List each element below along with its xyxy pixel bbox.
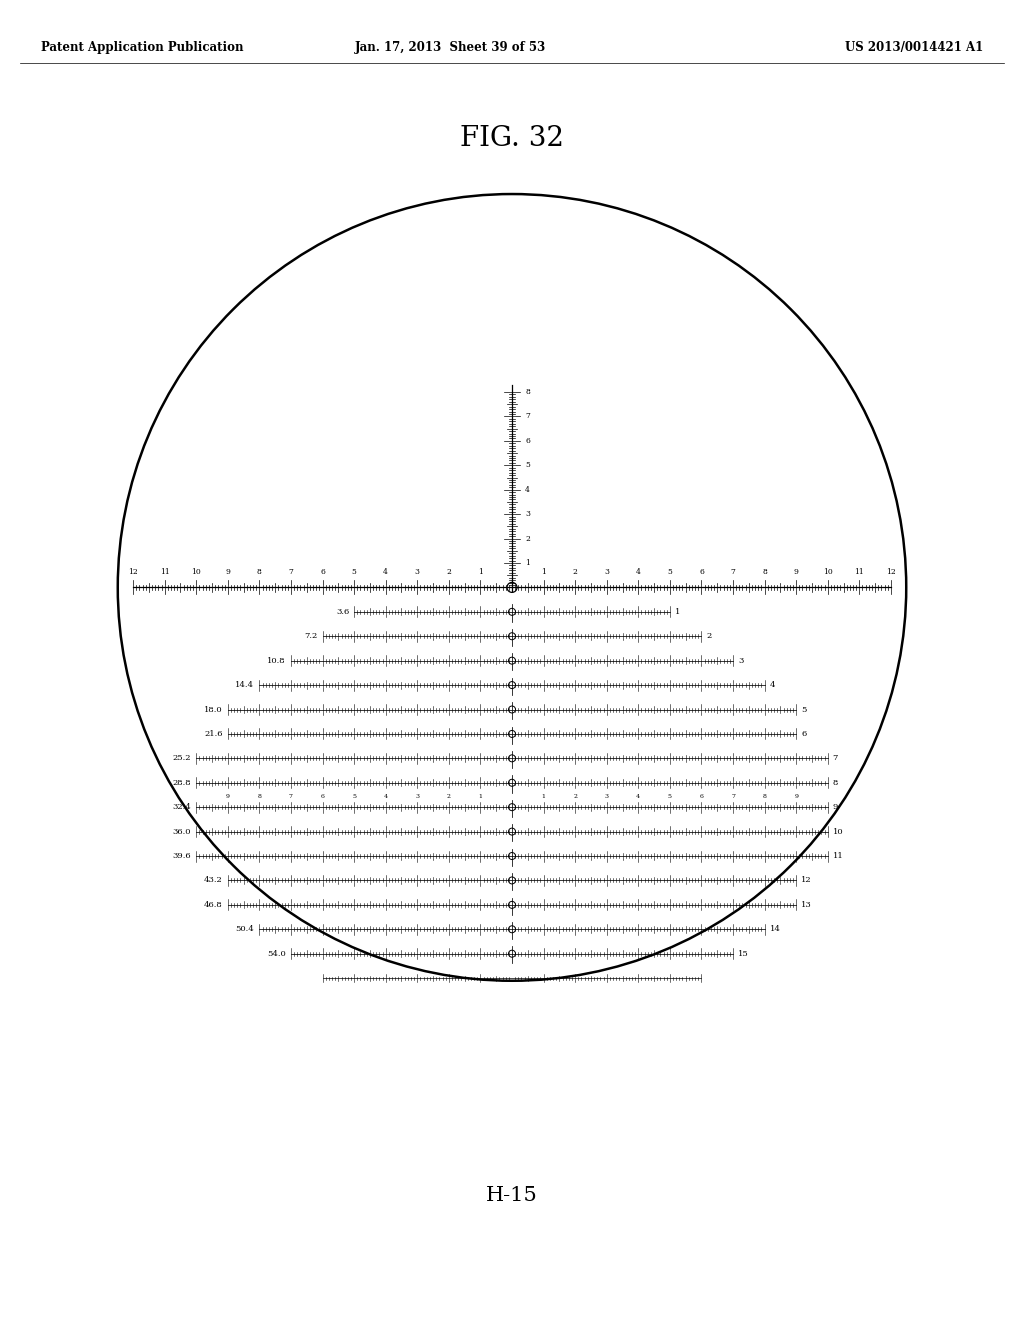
Text: 1: 1 [525, 558, 529, 568]
Text: 12: 12 [801, 876, 812, 884]
Text: 54.0: 54.0 [267, 949, 286, 958]
Text: 7: 7 [289, 795, 293, 799]
Text: 4: 4 [525, 486, 529, 494]
Text: 43.2: 43.2 [204, 876, 223, 884]
Text: Jan. 17, 2013  Sheet 39 of 53: Jan. 17, 2013 Sheet 39 of 53 [355, 41, 546, 54]
Text: 3: 3 [605, 795, 608, 799]
Text: 25.2: 25.2 [173, 754, 191, 763]
Text: 6: 6 [321, 795, 325, 799]
Text: US 2013/0014421 A1: US 2013/0014421 A1 [845, 41, 983, 54]
Text: 7: 7 [730, 569, 735, 577]
Text: 6: 6 [321, 569, 325, 577]
Text: 46.8: 46.8 [204, 900, 223, 909]
Text: 1: 1 [478, 795, 482, 799]
Text: 39.6: 39.6 [173, 851, 191, 861]
Text: H-15: H-15 [486, 1187, 538, 1205]
Text: 8: 8 [763, 795, 767, 799]
Text: 9: 9 [226, 795, 229, 799]
Text: 7.2: 7.2 [304, 632, 317, 640]
Text: 10: 10 [833, 828, 844, 836]
Text: 8: 8 [525, 388, 529, 396]
Text: 10.8: 10.8 [267, 656, 286, 665]
Text: 10: 10 [191, 569, 201, 577]
Text: 4: 4 [636, 795, 640, 799]
Text: 1: 1 [541, 569, 546, 577]
Text: 36.0: 36.0 [173, 828, 191, 836]
Text: 7: 7 [525, 412, 529, 421]
Text: 5: 5 [668, 569, 673, 577]
Text: 5: 5 [525, 461, 529, 470]
Text: 7: 7 [731, 795, 735, 799]
Text: 7: 7 [833, 754, 838, 763]
Text: 50.4: 50.4 [236, 925, 254, 933]
Text: 28.8: 28.8 [173, 779, 191, 787]
Text: 6: 6 [699, 569, 703, 577]
Text: 9: 9 [795, 795, 798, 799]
Text: 2: 2 [572, 569, 578, 577]
Text: 12: 12 [128, 569, 138, 577]
Text: Patent Application Publication: Patent Application Publication [41, 41, 244, 54]
Text: 5: 5 [801, 705, 807, 714]
Text: FIG. 32: FIG. 32 [460, 125, 564, 152]
Text: 8: 8 [833, 779, 838, 787]
Text: 5: 5 [351, 569, 356, 577]
Text: 8: 8 [257, 795, 261, 799]
Text: 1: 1 [478, 569, 483, 577]
Text: 11: 11 [833, 851, 844, 861]
Text: 9: 9 [225, 569, 230, 577]
Text: 2: 2 [707, 632, 712, 640]
Text: 11: 11 [854, 569, 864, 577]
Text: 3: 3 [415, 569, 420, 577]
Text: 4: 4 [383, 569, 388, 577]
Text: 2: 2 [446, 795, 451, 799]
Text: 6: 6 [801, 730, 807, 738]
Text: 12: 12 [886, 569, 896, 577]
Text: 6: 6 [525, 437, 529, 445]
Text: 4: 4 [636, 569, 641, 577]
Text: 14.4: 14.4 [236, 681, 254, 689]
Text: 3: 3 [604, 569, 609, 577]
Text: 21.6: 21.6 [205, 730, 223, 738]
Text: 2: 2 [525, 535, 529, 543]
Text: 15: 15 [738, 949, 749, 958]
Text: 8: 8 [257, 569, 262, 577]
Text: 2: 2 [573, 795, 578, 799]
Text: 11: 11 [160, 569, 170, 577]
Text: 5: 5 [668, 795, 672, 799]
Text: 1: 1 [542, 795, 546, 799]
Text: 3: 3 [416, 795, 419, 799]
Text: 14: 14 [770, 925, 780, 933]
Text: 2: 2 [446, 569, 452, 577]
Text: 3.6: 3.6 [336, 607, 349, 616]
Text: 9: 9 [794, 569, 799, 577]
Text: 32.4: 32.4 [172, 803, 191, 812]
Text: 9: 9 [833, 803, 838, 812]
Text: 6: 6 [699, 795, 703, 799]
Text: 4: 4 [770, 681, 775, 689]
Text: 13: 13 [801, 900, 812, 909]
Text: 4: 4 [384, 795, 388, 799]
Text: 10: 10 [823, 569, 833, 577]
Text: 3: 3 [738, 656, 743, 665]
Text: 5: 5 [352, 795, 356, 799]
Text: 8: 8 [762, 569, 767, 577]
Text: 18.0: 18.0 [204, 705, 223, 714]
Text: 7: 7 [289, 569, 294, 577]
Text: 3: 3 [525, 510, 530, 519]
Text: 1: 1 [675, 607, 680, 616]
